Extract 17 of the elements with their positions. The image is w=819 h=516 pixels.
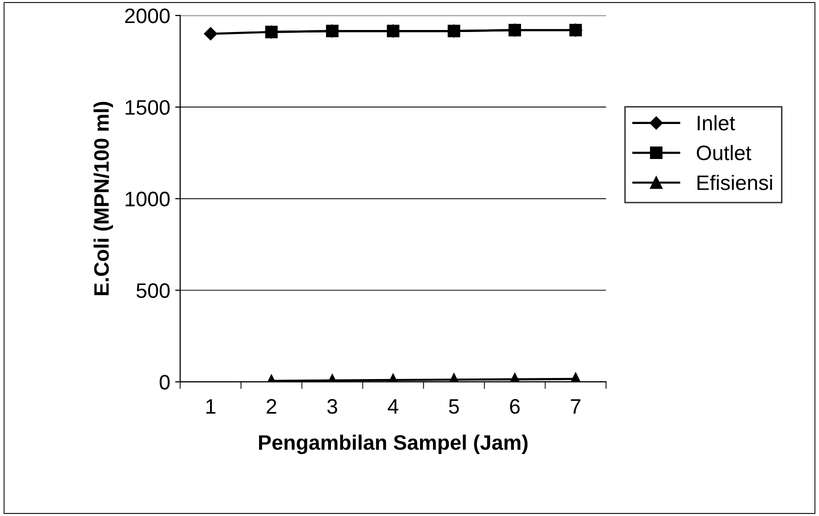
y-tick-label: 1000 [126,192,170,206]
x-tick-label: 5 [449,399,459,414]
x-tick-label: 1 [206,399,216,414]
x-tick-label: 6 [510,399,520,414]
y-tick-label: 1500 [126,100,170,115]
y-tick-label: 500 [136,283,170,298]
x-tick-label: 3 [327,399,338,414]
x-tick-label: 2 [266,399,276,414]
x-axis-title: Pengambilan Sampel (Jam) [259,434,528,454]
legend-label: Efisiensi [698,174,772,190]
legend-label: Inlet [698,115,736,130]
y-tick-label: 2000 [125,8,170,24]
legend-label: Outlet [696,144,752,160]
y-tick-label: 0 [160,374,170,390]
x-tick-label: 7 [570,399,580,414]
y-axis-title: E.Coli (MPN/100 ml) [94,102,114,296]
x-tick-label: 4 [388,399,398,414]
